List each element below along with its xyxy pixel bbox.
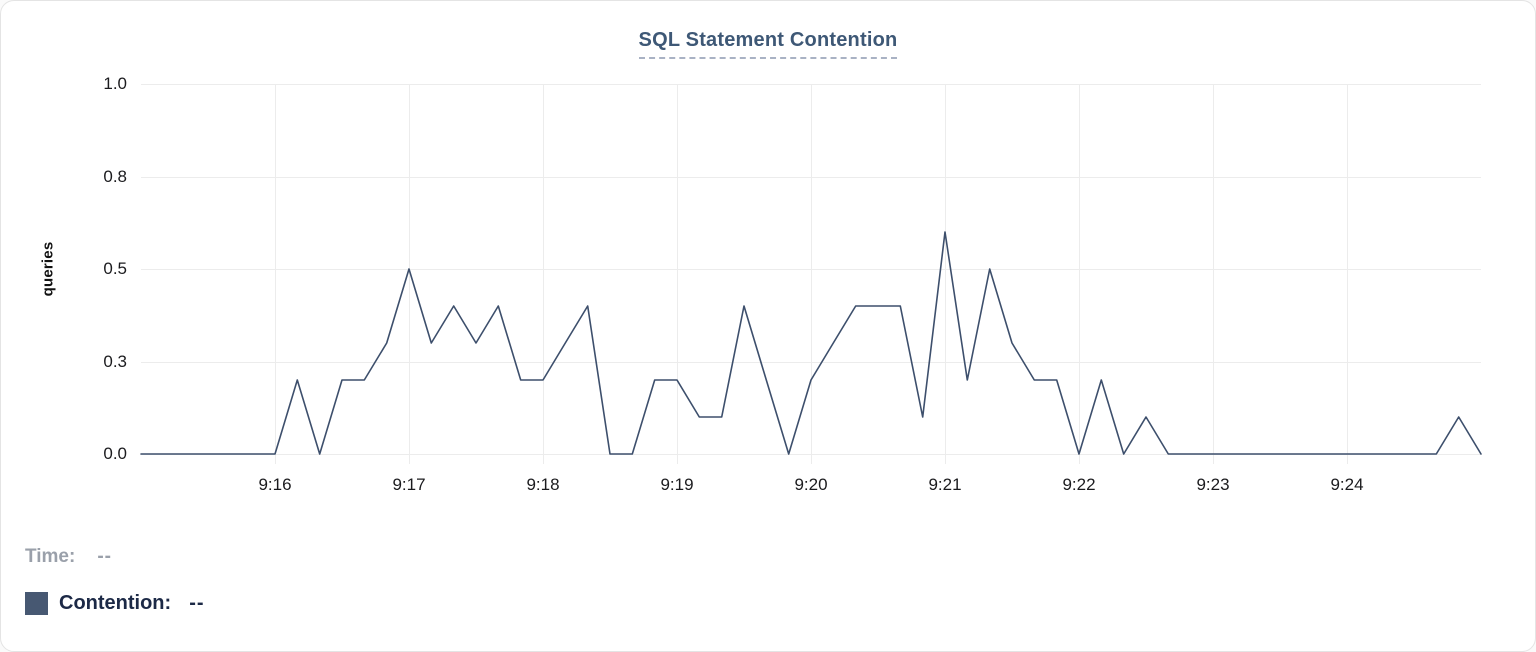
y-tick-label: 0.5 xyxy=(103,259,127,278)
legend-time-label: Time: xyxy=(25,546,76,567)
legend-time-row: Time: -- xyxy=(25,546,112,568)
x-tick-label: 9:19 xyxy=(660,475,694,494)
contention-swatch-icon xyxy=(25,592,48,615)
x-tick-label: 9:18 xyxy=(526,475,560,494)
x-tick-label: 9:21 xyxy=(928,475,962,494)
y-tick-label: 0.0 xyxy=(103,444,127,463)
x-tick-label: 9:22 xyxy=(1062,475,1096,494)
legend-contention-row: Contention: -- xyxy=(25,592,205,615)
v-gridline xyxy=(1079,84,1080,464)
chart-title[interactable]: SQL Statement Contention xyxy=(638,29,898,59)
chart-header: SQL Statement Contention xyxy=(1,29,1535,59)
legend-contention-value: -- xyxy=(189,592,205,614)
v-gridline xyxy=(409,84,410,464)
x-tick-label: 9:20 xyxy=(794,475,828,494)
chart-line xyxy=(140,231,1482,455)
contention-line-chart xyxy=(140,231,1482,455)
x-tick-label: 9:17 xyxy=(392,475,426,494)
v-gridline xyxy=(945,84,946,464)
chart-plot-area[interactable] xyxy=(140,84,1482,455)
y-tick-label: 0.3 xyxy=(103,351,127,371)
x-tick-label: 9:24 xyxy=(1330,475,1364,494)
v-gridline xyxy=(275,84,276,464)
v-gridline xyxy=(543,84,544,464)
y-tick-label: 0.8 xyxy=(103,166,127,186)
v-gridline xyxy=(1213,84,1214,464)
x-tick-label: 9:16 xyxy=(258,475,292,494)
y-tick-label: 1.0 xyxy=(103,74,127,93)
v-gridline xyxy=(1347,84,1348,464)
v-gridline xyxy=(677,84,678,464)
legend-time-value: -- xyxy=(97,546,112,567)
legend-contention-label: Contention: xyxy=(59,592,172,614)
v-gridline xyxy=(811,84,812,464)
x-tick-label: 9:23 xyxy=(1196,475,1230,494)
